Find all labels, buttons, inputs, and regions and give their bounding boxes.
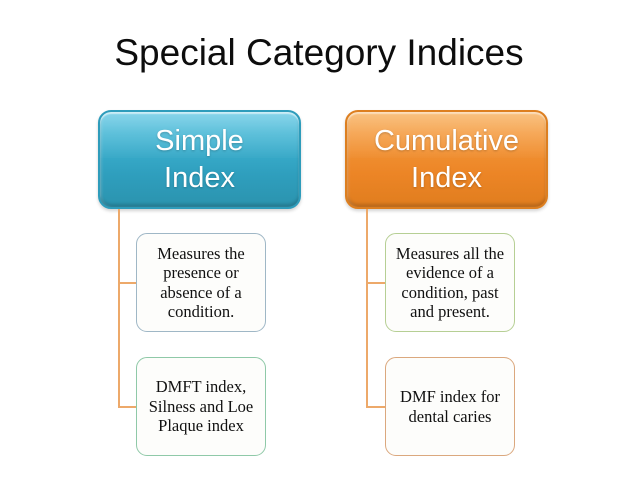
detail-box-cumulative-examples-text: DMF index for dental caries: [400, 387, 500, 426]
detail-box-simple-definition[interactable]: Measures the presence or absence of a co…: [136, 233, 266, 332]
connector-branch-left-2: [118, 406, 137, 408]
detail-box-simple-definition-text: Measures the presence or absence of a co…: [157, 243, 245, 321]
header-box-cumulative-index-label: Cumulative Index: [374, 123, 519, 196]
header-line-2: Index: [164, 161, 235, 194]
header-line-1: Simple: [155, 125, 244, 158]
connector-trunk-left: [118, 209, 120, 407]
connector-branch-left-1: [118, 282, 137, 284]
header-box-cumulative-index[interactable]: Cumulative Index: [345, 110, 548, 209]
detail-box-cumulative-definition-text: Measures all the evidence of a condition…: [395, 243, 505, 321]
detail-box-simple-examples-text: DMFT index, Silness and Loe Plaque index: [148, 377, 254, 436]
page-title: Special Category Indices: [114, 32, 524, 73]
detail-box-cumulative-examples[interactable]: DMF index for dental caries: [385, 357, 515, 456]
header-box-simple-index-label: Simple Index: [155, 123, 244, 196]
header-box-simple-index[interactable]: Simple Index: [98, 110, 301, 209]
header-line-1: Cumulative: [373, 125, 520, 158]
header-line-2: Index: [411, 161, 482, 194]
connector-branch-right-1: [366, 282, 386, 284]
detail-box-simple-examples[interactable]: DMFT index, Silness and Loe Plaque index: [136, 357, 266, 456]
connector-branch-right-2: [366, 406, 386, 408]
detail-box-cumulative-definition[interactable]: Measures all the evidence of a condition…: [385, 233, 515, 332]
connector-trunk-right: [366, 209, 368, 407]
